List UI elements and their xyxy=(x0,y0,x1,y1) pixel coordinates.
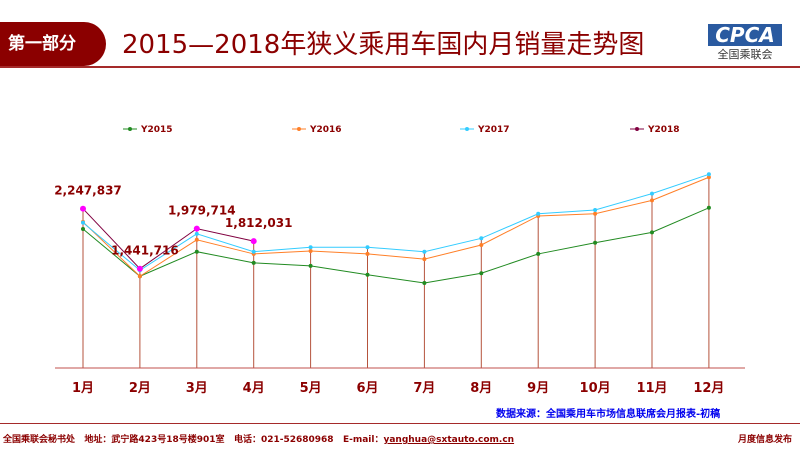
x-tick-label: 3月 xyxy=(186,381,208,396)
x-tick-label: 11月 xyxy=(636,381,667,396)
footer-email-link[interactable]: yanghua@sxtauto.com.cn xyxy=(383,435,515,445)
x-tick-label: 12月 xyxy=(693,381,724,396)
data-point-Y2016 xyxy=(479,242,484,247)
x-tick-label: 4月 xyxy=(243,381,265,396)
legend-marker-Y2017 xyxy=(465,127,469,131)
data-label: 1,812,031 xyxy=(225,216,293,230)
data-label: 1,441,716 xyxy=(111,244,179,258)
data-point-Y2017 xyxy=(365,245,370,250)
legend-label-Y2017: Y2017 xyxy=(477,125,510,135)
x-tick-label: 9月 xyxy=(527,381,549,396)
data-point-Y2017 xyxy=(308,245,313,250)
data-point-Y2016 xyxy=(365,251,370,256)
data-point-Y2015 xyxy=(365,272,370,277)
logo-subtext: 全国乘联会 xyxy=(717,48,773,61)
data-source: 数据来源：全国乘用车市场信息联席会月报表-初稿 xyxy=(496,409,721,420)
x-tick-label: 7月 xyxy=(413,381,435,396)
x-tick-label: 5月 xyxy=(300,381,322,396)
data-point-Y2018 xyxy=(136,265,143,272)
x-tick-label: 6月 xyxy=(356,381,378,396)
series-line-Y2017 xyxy=(82,173,710,271)
logo-text: CPCA xyxy=(708,24,782,46)
data-point-Y2015 xyxy=(422,280,427,285)
data-point-Y2016 xyxy=(137,274,142,279)
footer-phone: 电话：021-52680968 xyxy=(233,435,334,445)
series-line-Y2015 xyxy=(82,207,710,284)
x-tick-label: 10月 xyxy=(580,381,611,396)
data-point-Y2016 xyxy=(194,237,199,242)
cpca-logo: CPCA 全国乘联会 xyxy=(708,24,782,62)
header-divider xyxy=(0,66,800,68)
footer-info: 全国乘联会秘书处 地址：武宁路423号18号楼901室 电话：021-52680… xyxy=(3,432,514,445)
series-line-Y2016 xyxy=(82,176,710,277)
footer-divider xyxy=(0,423,800,424)
data-point-Y2017 xyxy=(650,191,654,196)
data-point-Y2015 xyxy=(479,271,484,276)
x-tick-label: 8月 xyxy=(470,381,492,396)
data-point-Y2016 xyxy=(308,248,313,253)
footer-address: 地址：武宁路423号18号楼901室 xyxy=(84,435,225,445)
data-label: 1,979,714 xyxy=(168,204,236,218)
legend-label-Y2016: Y2016 xyxy=(309,125,342,135)
series-line-Y2018 xyxy=(82,208,254,270)
legend-label-Y2015: Y2015 xyxy=(140,125,173,135)
footer-right: 月度信息发布 xyxy=(738,435,793,445)
data-point-Y2018 xyxy=(80,205,86,212)
footer-org: 全国乘联会秘书处 xyxy=(3,435,76,445)
legend-marker-Y2016 xyxy=(297,127,301,131)
legend-marker-Y2015 xyxy=(128,127,132,131)
data-label: 2,247,837 xyxy=(54,184,122,198)
x-tick-label: 1月 xyxy=(72,381,94,396)
legend-marker-Y2018 xyxy=(635,127,639,131)
data-point-Y2017 xyxy=(706,172,711,177)
footer-email-label: E-mail： xyxy=(342,435,384,445)
data-point-Y2018 xyxy=(193,225,200,232)
data-point-Y2017 xyxy=(194,231,199,236)
x-tick-label: 2月 xyxy=(129,381,151,396)
section-tab: 第一部分 xyxy=(0,22,106,66)
page-title: 2015—2018年狭义乘用车国内月销量走势图 xyxy=(122,30,645,60)
data-point-Y2017 xyxy=(479,236,484,241)
data-point-Y2016 xyxy=(593,211,598,216)
data-point-Y2017 xyxy=(251,249,256,254)
data-point-Y2015 xyxy=(81,226,85,231)
legend-label-Y2018: Y2018 xyxy=(647,125,680,135)
data-point-Y2015 xyxy=(536,251,541,256)
data-point-Y2016 xyxy=(650,198,654,203)
data-point-Y2015 xyxy=(251,260,256,265)
data-point-Y2018 xyxy=(250,238,257,245)
data-point-Y2017 xyxy=(422,249,427,254)
data-point-Y2015 xyxy=(650,230,654,235)
data-point-Y2015 xyxy=(194,249,199,254)
data-point-Y2015 xyxy=(308,263,313,268)
data-point-Y2017 xyxy=(536,211,541,216)
data-point-Y2017 xyxy=(593,208,598,213)
data-point-Y2017 xyxy=(81,220,85,225)
data-point-Y2016 xyxy=(706,175,711,180)
data-point-Y2015 xyxy=(706,205,711,210)
data-point-Y2016 xyxy=(422,257,427,262)
data-point-Y2015 xyxy=(593,240,598,245)
